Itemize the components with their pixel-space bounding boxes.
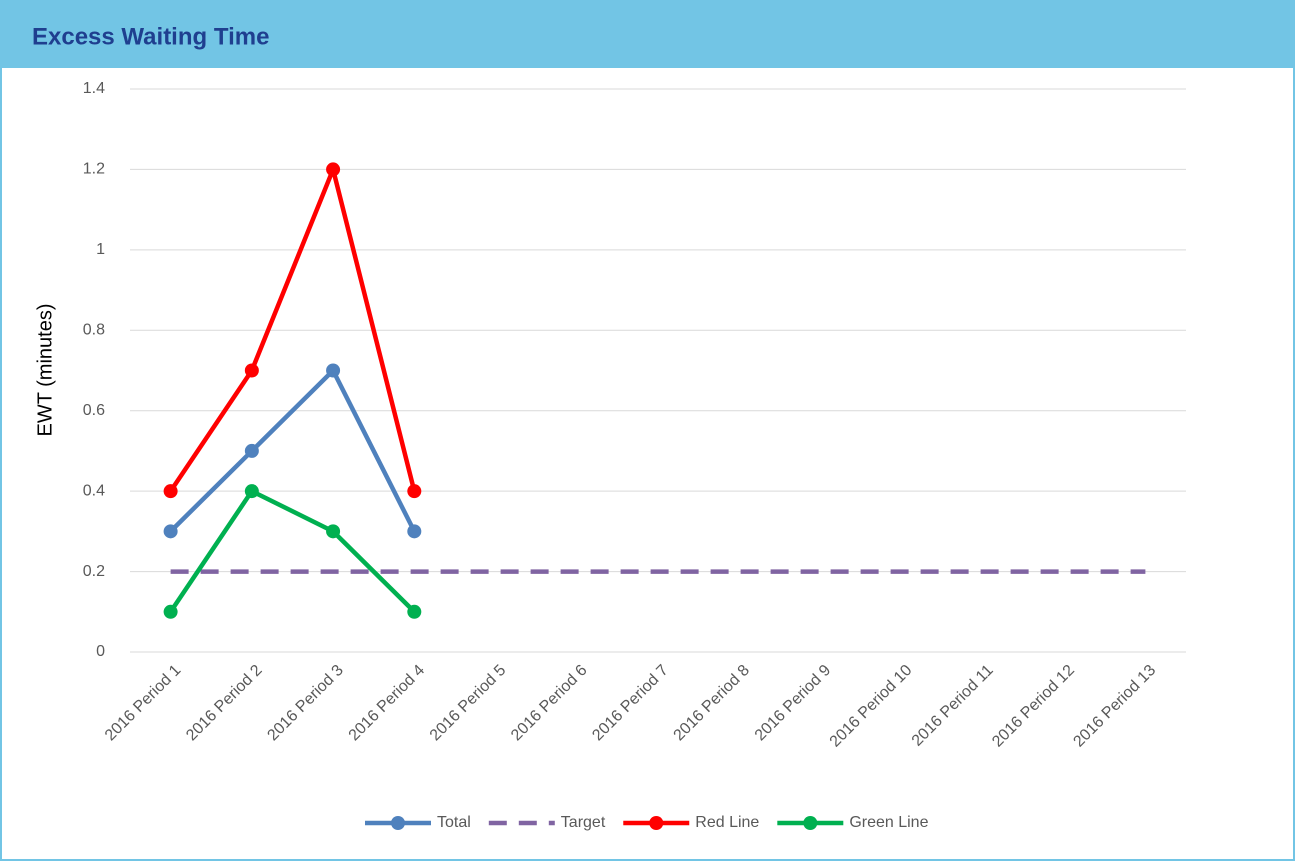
y-tick-label: 1.2 xyxy=(83,161,105,178)
series-marker xyxy=(244,484,259,499)
series-marker xyxy=(163,604,178,619)
y-tick-label: 0.8 xyxy=(83,322,105,339)
header xyxy=(1,1,1294,68)
series-marker xyxy=(407,484,422,499)
series-line xyxy=(168,167,417,493)
y-tick-label: 0.4 xyxy=(83,482,105,499)
legend-marker xyxy=(649,816,664,830)
y-tick-label: 0.2 xyxy=(83,563,105,580)
y-tick-label: 0 xyxy=(96,643,105,660)
legend-label: Total xyxy=(437,814,471,831)
series-marker xyxy=(163,524,178,539)
y-tick-label: 1 xyxy=(96,241,105,258)
legend-label: Target xyxy=(561,814,606,831)
series-marker xyxy=(326,162,341,177)
series-marker xyxy=(244,363,259,378)
series-line xyxy=(168,488,416,614)
series-line xyxy=(169,368,417,533)
chart-title: Excess Waiting Time xyxy=(32,23,269,50)
series-marker xyxy=(407,604,422,619)
legend-label: Green Line xyxy=(849,814,928,831)
y-tick-label: 0.6 xyxy=(83,402,105,419)
legend-marker xyxy=(803,816,818,830)
y-axis-label: EWT (minutes) xyxy=(34,304,56,437)
y-tick-label: 1.4 xyxy=(83,80,105,97)
series-marker xyxy=(407,524,422,539)
series-marker xyxy=(244,443,259,458)
series-marker xyxy=(163,484,178,499)
legend-label: Red Line xyxy=(695,814,759,831)
series-marker xyxy=(326,524,341,539)
legend-marker xyxy=(391,816,405,830)
series-marker xyxy=(326,363,341,378)
